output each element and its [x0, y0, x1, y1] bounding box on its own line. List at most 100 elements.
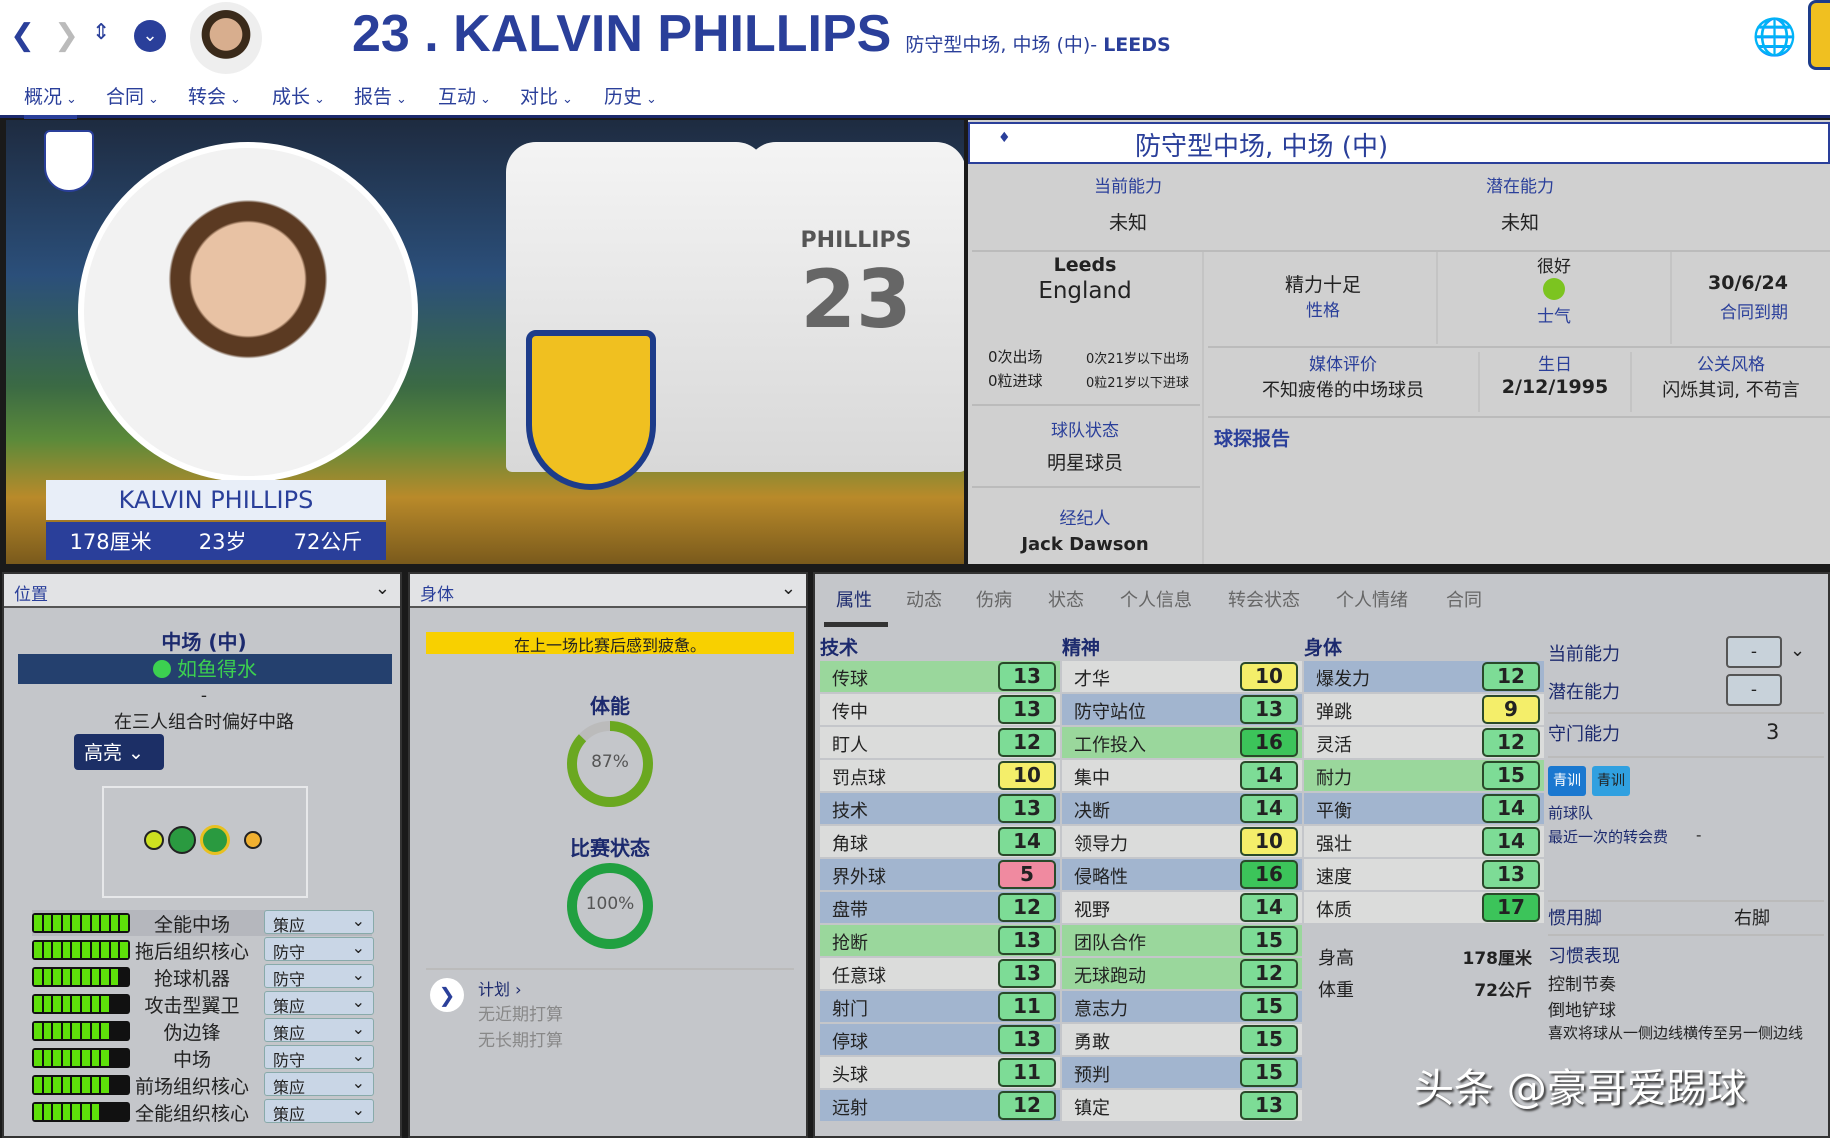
back-icon[interactable]: ❮: [10, 18, 36, 53]
scout-report-link[interactable]: 球探报告: [1214, 428, 1291, 450]
tab-3[interactable]: 状态: [1048, 590, 1084, 611]
attribute-row[interactable]: 团队合作 15: [1062, 925, 1302, 956]
attribute-row[interactable]: 工作投入 16: [1062, 727, 1302, 758]
plans-link[interactable]: 计划 ›: [478, 980, 522, 999]
attribute-row[interactable]: 意志力 15: [1062, 991, 1302, 1022]
attribute-row[interactable]: 抢断 13: [820, 925, 1060, 956]
body-panel-header[interactable]: 身体 ⌄: [410, 574, 806, 608]
attribute-row[interactable]: 领导力 10: [1062, 826, 1302, 857]
role-duty-select[interactable]: 策应 ⌄: [264, 910, 374, 935]
youth-badge[interactable]: 青训: [1548, 766, 1586, 796]
role-row[interactable]: 攻击型翼卫 策应 ⌄: [32, 991, 374, 1017]
highlight-dropdown[interactable]: 高亮 ⌄: [74, 734, 164, 770]
menu-6[interactable]: 对比 ⌄: [520, 82, 573, 109]
attribute-row[interactable]: 技术 13: [820, 793, 1060, 824]
attribute-row[interactable]: 传球 13: [820, 661, 1060, 692]
attribute-row[interactable]: 防守站位 13: [1062, 694, 1302, 725]
role-row[interactable]: 伪边锋 策应 ⌄: [32, 1018, 374, 1044]
role-row[interactable]: 拖后组织核心 防守 ⌄: [32, 937, 374, 963]
attribute-row[interactable]: 任意球 13: [820, 958, 1060, 989]
attribute-row[interactable]: 盘带 12: [820, 892, 1060, 923]
up-down-icon[interactable]: ⇕: [92, 20, 111, 45]
tab-7[interactable]: 合同: [1446, 590, 1482, 611]
attribute-row[interactable]: 才华 10: [1062, 661, 1302, 692]
chevron-down-icon: ⌄: [480, 92, 491, 107]
menu-2[interactable]: 转会 ⌄: [188, 82, 241, 109]
attribute-row[interactable]: 平衡 14: [1304, 793, 1544, 824]
attribute-row[interactable]: 远射 12: [820, 1090, 1060, 1121]
attribute-row[interactable]: 耐力 15: [1304, 760, 1544, 791]
tab-1[interactable]: 动态: [906, 590, 942, 611]
attribute-name: 集中: [1074, 768, 1110, 789]
menu-0[interactable]: 概况 ⌄: [24, 82, 77, 119]
attribute-row[interactable]: 体质 17: [1304, 892, 1544, 923]
attribute-row[interactable]: 勇敢 15: [1062, 1024, 1302, 1055]
menu-label: 对比: [520, 86, 559, 108]
role-row[interactable]: 中场 防守 ⌄: [32, 1045, 374, 1071]
attribute-row[interactable]: 角球 14: [820, 826, 1060, 857]
role-duty-select[interactable]: 策应 ⌄: [264, 1099, 374, 1124]
attribute-row[interactable]: 弹跳 9: [1304, 694, 1544, 725]
attribute-row[interactable]: 爆发力 12: [1304, 661, 1544, 692]
agent-value[interactable]: Jack Dawson: [1021, 534, 1149, 555]
role-duty-select[interactable]: 策应 ⌄: [264, 1072, 374, 1097]
youth-badge[interactable]: 青训: [1592, 766, 1630, 796]
role-duty-select[interactable]: 防守 ⌄: [264, 964, 374, 989]
chevron-down-icon[interactable]: ⌄: [1790, 640, 1806, 661]
tab-2[interactable]: 伤病: [976, 590, 1012, 611]
side-pa-value[interactable]: -: [1726, 674, 1782, 706]
globe-search-icon[interactable]: 🌐: [1752, 17, 1797, 58]
club-crest-icon[interactable]: [1808, 0, 1830, 70]
attribute-row[interactable]: 预判 15: [1062, 1057, 1302, 1088]
attribute-row[interactable]: 罚点球 10: [820, 760, 1060, 791]
role-row[interactable]: 前场组织核心 策应 ⌄: [32, 1072, 374, 1098]
subtitle-club[interactable]: LEEDS: [1103, 34, 1171, 56]
menu-3[interactable]: 成长 ⌄: [272, 82, 325, 109]
role-duty-select[interactable]: 策应 ⌄: [264, 991, 374, 1016]
chevron-right-icon[interactable]: ❯: [430, 978, 464, 1012]
attribute-row[interactable]: 决断 14: [1062, 793, 1302, 824]
role-row[interactable]: 抢球机器 防守 ⌄: [32, 964, 374, 990]
attribute-row[interactable]: 灵活 12: [1304, 727, 1544, 758]
tab-6[interactable]: 个人情绪: [1336, 590, 1408, 611]
attribute-row[interactable]: 侵略性 16: [1062, 859, 1302, 890]
attribute-row[interactable]: 集中 14: [1062, 760, 1302, 791]
role-name: 全能中场: [153, 914, 230, 936]
position-panel-header[interactable]: 位置 ⌄: [4, 574, 400, 608]
menu-1[interactable]: 合同 ⌄: [106, 82, 159, 109]
pin-icon[interactable]: ♦: [998, 130, 1011, 146]
attribute-row[interactable]: 头球 11: [820, 1057, 1060, 1088]
nation-name[interactable]: England: [1038, 278, 1132, 304]
tab-5[interactable]: 转会状态: [1228, 590, 1300, 611]
menu-7[interactable]: 历史 ⌄: [604, 82, 657, 109]
side-ca-value[interactable]: -: [1726, 636, 1782, 668]
role-row[interactable]: 全能中场 策应 ⌄: [32, 910, 374, 936]
forward-icon[interactable]: ❯: [54, 18, 80, 53]
tab-4[interactable]: 个人信息: [1120, 590, 1192, 611]
attribute-row[interactable]: 视野 14: [1062, 892, 1302, 923]
weight-label: 体重: [1318, 980, 1354, 1001]
role-row[interactable]: 全能组织核心 策应 ⌄: [32, 1099, 374, 1125]
attribute-row[interactable]: 传中 13: [820, 694, 1060, 725]
duty-label: 策应: [273, 1105, 306, 1124]
attribute-row[interactable]: 镇定 13: [1062, 1090, 1302, 1121]
attribute-name: 灵活: [1316, 735, 1352, 756]
club-name[interactable]: Leeds: [1053, 254, 1117, 276]
attribute-row[interactable]: 界外球 5: [820, 859, 1060, 890]
attribute-row[interactable]: 强壮 14: [1304, 826, 1544, 857]
dropdown-icon[interactable]: ⌄: [134, 20, 166, 52]
role-duty-select[interactable]: 防守 ⌄: [264, 1045, 374, 1070]
attribute-row[interactable]: 停球 13: [820, 1024, 1060, 1055]
position-header[interactable]: ♦ 防守型中场, 中场 (中): [968, 122, 1830, 164]
attribute-row[interactable]: 速度 13: [1304, 859, 1544, 890]
chevron-down-icon[interactable]: ⌄: [374, 578, 390, 599]
menu-5[interactable]: 互动 ⌄: [438, 82, 491, 109]
menu-4[interactable]: 报告 ⌄: [354, 82, 407, 109]
attribute-row[interactable]: 射门 11: [820, 991, 1060, 1022]
attribute-row[interactable]: 无球跑动 12: [1062, 958, 1302, 989]
attribute-row[interactable]: 盯人 12: [820, 727, 1060, 758]
chevron-down-icon[interactable]: ⌄: [780, 578, 796, 599]
role-duty-select[interactable]: 防守 ⌄: [264, 937, 374, 962]
tab-0[interactable]: 属性: [836, 590, 872, 611]
role-duty-select[interactable]: 策应 ⌄: [264, 1018, 374, 1043]
